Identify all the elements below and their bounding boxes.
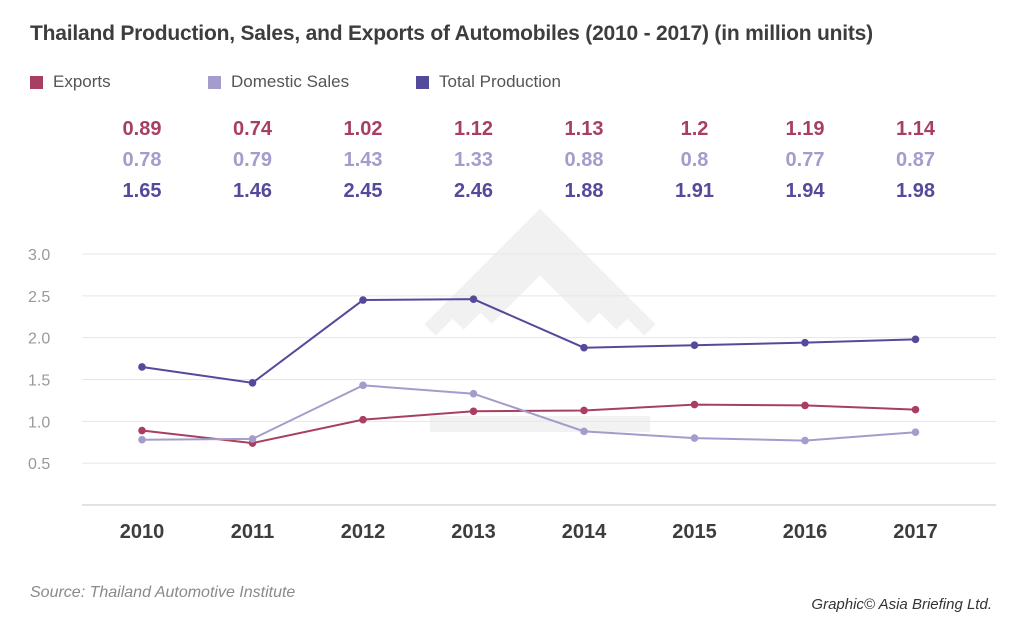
data-point-domestic [359, 381, 367, 390]
data-label-domestic: 0.88 [565, 149, 604, 171]
legend-item-domestic: Domestic Sales [208, 72, 416, 92]
data-label-production: 1.65 [123, 180, 162, 202]
x-tick-label: 2011 [231, 521, 274, 543]
data-label-exports: 1.2 [681, 118, 709, 140]
data-label-domestic: 1.33 [454, 149, 493, 171]
data-point-domestic [248, 435, 257, 443]
data-point-exports [359, 415, 367, 424]
watermark-stroke [424, 208, 656, 336]
data-point-production [248, 379, 257, 387]
data-point-domestic [469, 389, 478, 398]
data-label-production: 1.91 [675, 180, 714, 202]
data-label-exports: 1.19 [786, 118, 825, 140]
x-tick-label: 2016 [783, 521, 828, 543]
legend-swatch-exports [30, 75, 43, 89]
x-tick-label: 2015 [672, 521, 717, 543]
legend-swatch-domestic [208, 75, 221, 89]
data-point-exports [138, 426, 146, 435]
series-line-exports [141, 403, 916, 445]
data-point-production [801, 338, 809, 347]
y-tick-label: 2.0 [28, 331, 50, 348]
data-point-exports [911, 405, 920, 414]
x-tick-label: 2013 [451, 521, 496, 543]
data-label-production: 1.94 [786, 180, 826, 202]
data-label-domestic: 0.87 [896, 149, 935, 171]
data-label-exports: 0.89 [123, 118, 162, 140]
data-label-exports: 1.13 [565, 118, 604, 140]
data-label-domestic: 1.43 [344, 149, 383, 171]
chart-title: Thailand Production, Sales, and Exports … [30, 22, 873, 45]
data-point-production [580, 343, 588, 352]
x-tick-label: 2014 [562, 521, 607, 543]
legend-swatch-production [416, 75, 429, 89]
data-point-domestic [911, 428, 920, 437]
data-point-production [911, 335, 920, 344]
series-line-production [141, 298, 916, 384]
data-point-exports [469, 407, 478, 416]
legend: Exports Domestic Sales Total Production [30, 72, 561, 92]
data-point-domestic [690, 434, 699, 442]
data-label-production: 2.46 [454, 180, 493, 202]
legend-item-exports: Exports [30, 72, 208, 92]
legend-label-exports: Exports [53, 72, 111, 91]
data-point-exports [580, 406, 588, 415]
x-tick-label: 2012 [341, 521, 386, 543]
y-tick-label: 0.5 [28, 456, 50, 473]
data-point-production [138, 363, 146, 371]
data-label-production: 1.98 [896, 180, 935, 202]
data-point-production [690, 341, 699, 349]
data-label-exports: 1.12 [454, 118, 493, 140]
data-label-exports: 0.74 [233, 118, 273, 140]
series-line-domestic [141, 384, 916, 442]
legend-label-production: Total Production [439, 72, 561, 91]
y-tick-label: 1.0 [28, 414, 50, 431]
data-point-production [469, 295, 478, 303]
data-label-exports: 1.14 [896, 118, 936, 140]
data-label-production: 1.88 [565, 180, 604, 202]
data-label-exports: 1.02 [344, 118, 383, 140]
data-point-exports [690, 400, 699, 409]
data-label-domestic: 0.78 [123, 149, 162, 171]
data-label-production: 2.45 [344, 180, 383, 202]
source-note: Source: Thailand Automotive Institute [30, 584, 296, 601]
data-label-domestic: 0.8 [681, 149, 709, 171]
legend-item-production: Total Production [416, 72, 561, 92]
data-point-production [359, 296, 367, 304]
data-label-domestic: 0.79 [233, 149, 272, 171]
data-point-domestic [801, 436, 809, 445]
data-label-domestic: 0.77 [786, 149, 825, 171]
data-point-domestic [580, 427, 588, 436]
watermark-stroke [452, 230, 628, 330]
watermark-base [430, 416, 650, 432]
data-label-production: 1.46 [233, 180, 272, 202]
y-tick-label: 1.5 [28, 373, 50, 390]
data-point-domestic [138, 435, 146, 444]
watermark-logo [424, 208, 656, 432]
graphic-credit: Graphic© Asia Briefing Ltd. [811, 596, 992, 613]
x-tick-label: 2010 [120, 521, 165, 543]
legend-label-domestic: Domestic Sales [231, 72, 350, 91]
x-tick-label: 2017 [893, 521, 938, 543]
watermark-stroke [480, 252, 600, 324]
y-tick-label: 3.0 [28, 247, 50, 264]
y-tick-label: 2.5 [28, 289, 50, 306]
data-point-exports [801, 401, 809, 410]
